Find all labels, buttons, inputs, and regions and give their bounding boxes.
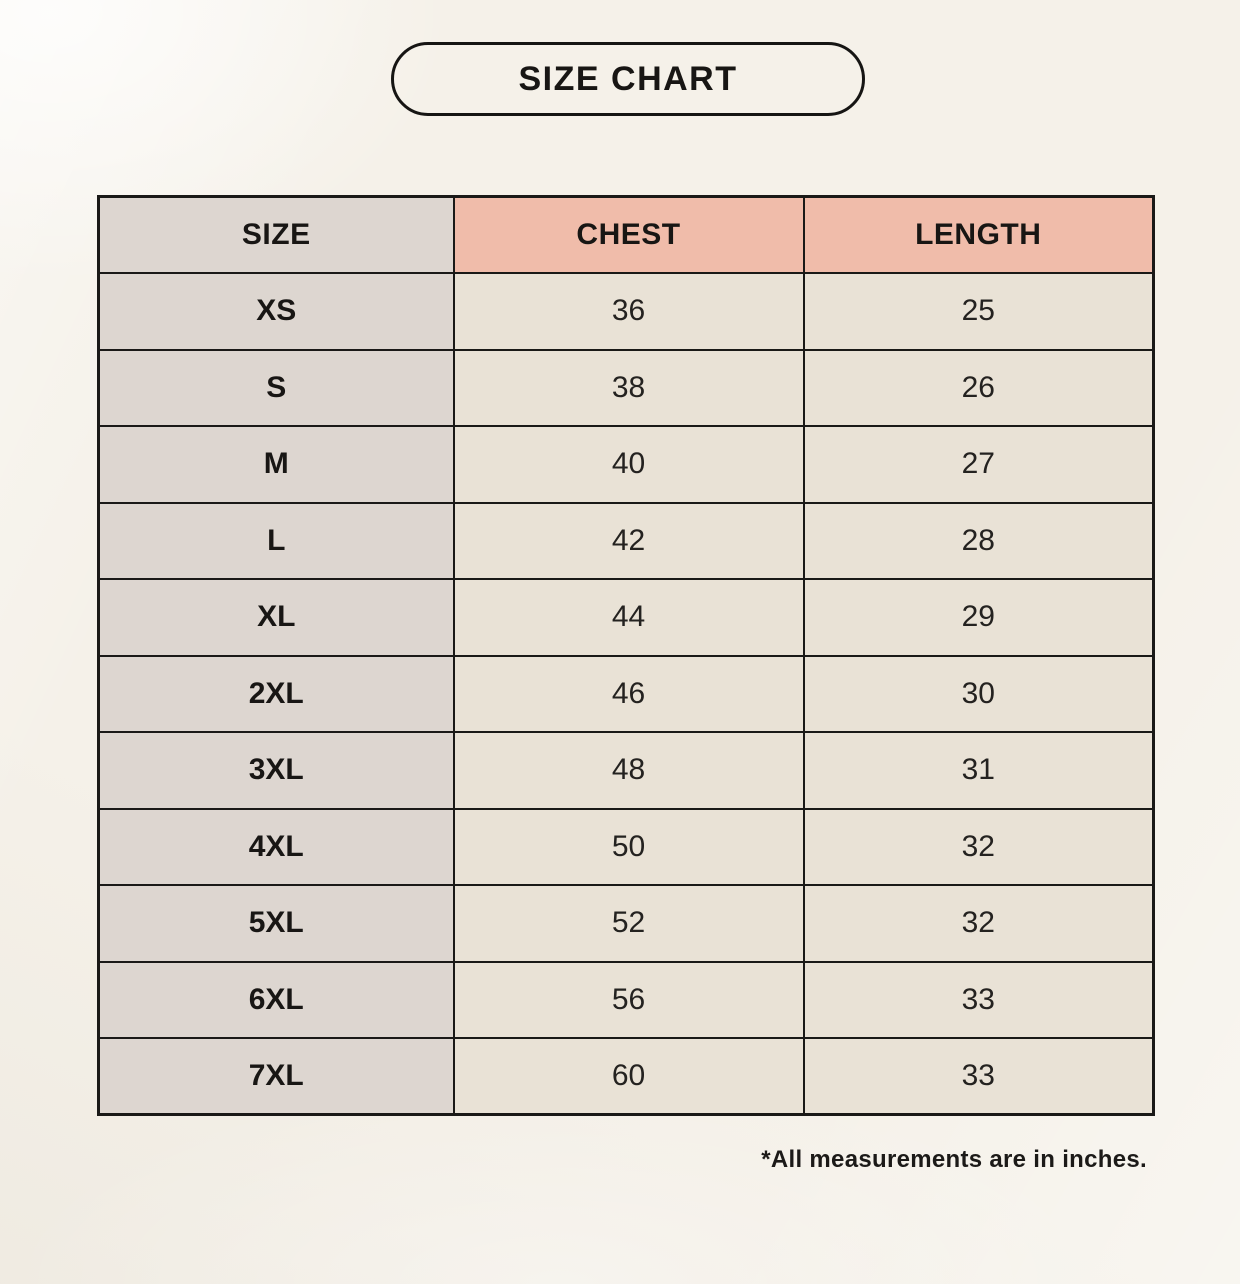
length-value: 29	[802, 578, 1155, 657]
page-title: SIZE CHART	[518, 59, 738, 98]
chest-value: 40	[452, 425, 805, 504]
table-row: 3XL 48 31	[97, 731, 1155, 810]
size-label: 3XL	[97, 731, 455, 810]
chest-value: 52	[452, 884, 805, 963]
length-value: 33	[802, 1037, 1155, 1116]
size-label: 5XL	[97, 884, 455, 963]
chest-value: 50	[452, 807, 805, 886]
size-chart-table: SIZE CHEST LENGTH XS 36 25 S 38 26 M 40 …	[97, 195, 1155, 1116]
size-label: L	[97, 501, 455, 580]
size-label: 2XL	[97, 654, 455, 733]
measurements-footnote: *All measurements are in inches.	[761, 1146, 1147, 1173]
chest-value: 42	[452, 501, 805, 580]
chest-value: 44	[452, 578, 805, 657]
length-value: 32	[802, 807, 1155, 886]
size-label: 7XL	[97, 1037, 455, 1116]
table-row: M 40 27	[97, 425, 1155, 504]
chest-value: 60	[452, 1037, 805, 1116]
length-value: 30	[802, 654, 1155, 733]
length-value: 25	[802, 272, 1155, 351]
column-header-length: LENGTH	[802, 195, 1155, 274]
table-row: XS 36 25	[97, 272, 1155, 351]
length-value: 26	[802, 348, 1155, 427]
table-row: 5XL 52 32	[97, 884, 1155, 963]
table-row: 7XL 60 33	[97, 1037, 1155, 1116]
size-label: S	[97, 348, 455, 427]
chest-value: 38	[452, 348, 805, 427]
size-label: M	[97, 425, 455, 504]
length-value: 28	[802, 501, 1155, 580]
chest-value: 56	[452, 960, 805, 1039]
size-label: XL	[97, 578, 455, 657]
table-row: 4XL 50 32	[97, 807, 1155, 886]
size-label: 6XL	[97, 960, 455, 1039]
length-value: 27	[802, 425, 1155, 504]
length-value: 31	[802, 731, 1155, 810]
table-row: 6XL 56 33	[97, 960, 1155, 1039]
column-header-size: SIZE	[97, 195, 455, 274]
table-row: L 42 28	[97, 501, 1155, 580]
size-label: XS	[97, 272, 455, 351]
table-row: S 38 26	[97, 348, 1155, 427]
table-row: 2XL 46 30	[97, 654, 1155, 733]
size-chart-title-pill: SIZE CHART	[391, 42, 865, 116]
chest-value: 48	[452, 731, 805, 810]
column-header-chest: CHEST	[452, 195, 805, 274]
length-value: 33	[802, 960, 1155, 1039]
chest-value: 46	[452, 654, 805, 733]
header-row: SIZE CHEST LENGTH	[97, 195, 1155, 274]
table-row: XL 44 29	[97, 578, 1155, 657]
length-value: 32	[802, 884, 1155, 963]
size-label: 4XL	[97, 807, 455, 886]
chest-value: 36	[452, 272, 805, 351]
